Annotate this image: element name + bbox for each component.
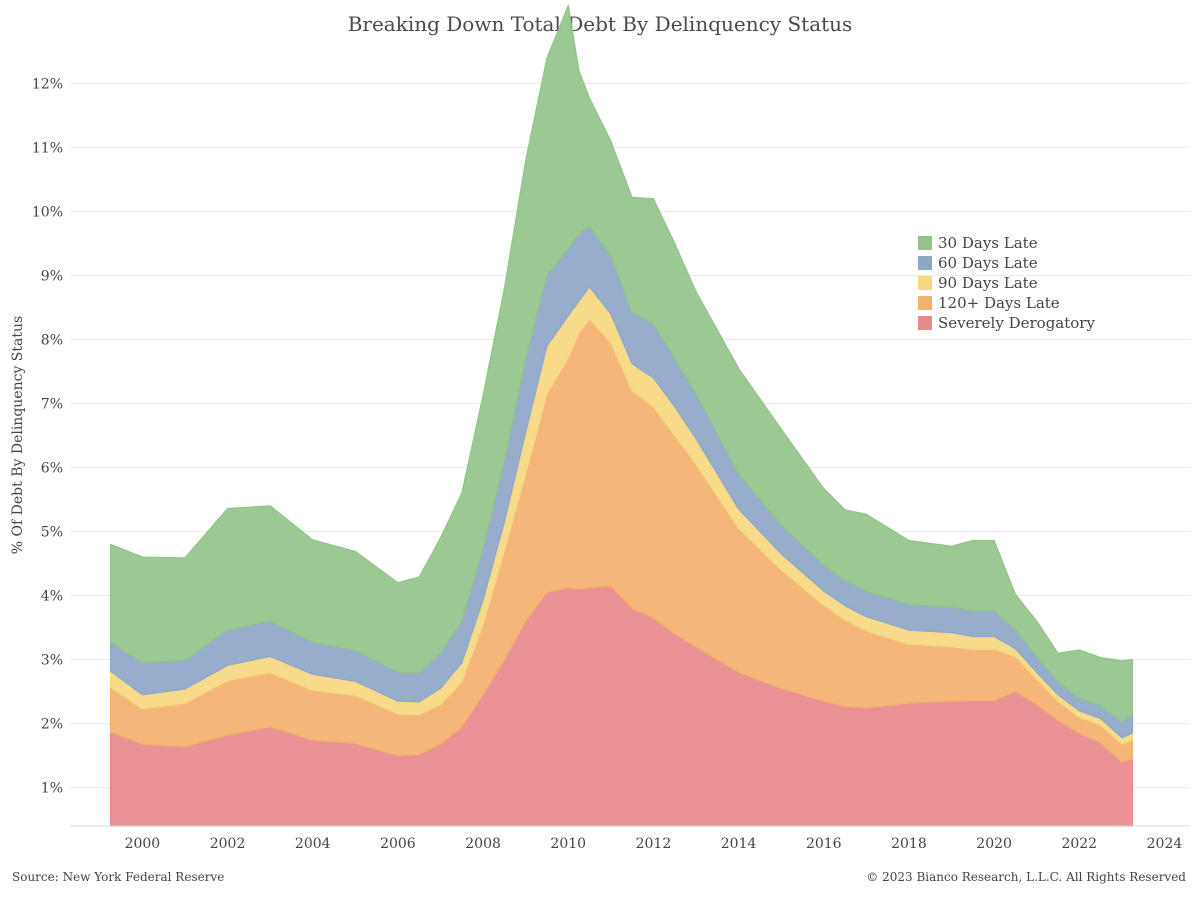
legend: 30 Days Late 60 Days Late 90 Days Late 120+… bbox=[918, 233, 1095, 333]
legend-label: Severely Derogatory bbox=[938, 314, 1095, 332]
y-tick-label: 7% bbox=[41, 396, 63, 412]
legend-item-60-days-late: 60 Days Late bbox=[918, 253, 1095, 273]
legend-swatch bbox=[918, 256, 932, 270]
legend-item-severely-derogatory: Severely Derogatory bbox=[918, 313, 1095, 333]
x-tick-label: 2006 bbox=[380, 836, 416, 852]
x-tick-label: 2010 bbox=[550, 836, 586, 852]
y-tick-label: 6% bbox=[41, 461, 63, 477]
x-tick-label: 2018 bbox=[891, 836, 927, 852]
y-tick-label: 4% bbox=[41, 589, 63, 605]
y-tick-label: 1% bbox=[41, 781, 63, 797]
y-tick-label: 10% bbox=[32, 204, 63, 220]
legend-item-120-days-late: 120+ Days Late bbox=[918, 293, 1095, 313]
legend-swatch bbox=[918, 236, 932, 250]
y-tick-label: 3% bbox=[41, 653, 63, 669]
legend-label: 120+ Days Late bbox=[938, 294, 1060, 312]
x-axis-ticks: 2000 2002 2004 2006 2008 2010 2012 2014 2016 2018… bbox=[125, 836, 1183, 852]
x-tick-label: 2020 bbox=[976, 836, 1012, 852]
legend-label: 90 Days Late bbox=[938, 274, 1038, 292]
y-tick-label: 11% bbox=[32, 140, 63, 156]
x-tick-label: 2002 bbox=[210, 836, 246, 852]
x-tick-label: 2024 bbox=[1147, 836, 1183, 852]
y-tick-label: 12% bbox=[32, 76, 63, 92]
legend-label: 30 Days Late bbox=[938, 234, 1038, 252]
y-axis-ticks: 1% 2% 3% 4% 5% 6% 7% 8% 9% 10% 11% 12% bbox=[32, 76, 63, 796]
legend-item-90-days-late: 90 Days Late bbox=[918, 273, 1095, 293]
legend-swatch bbox=[918, 276, 932, 290]
x-tick-label: 2016 bbox=[806, 836, 842, 852]
chart-title: Breaking Down Total Debt By Delinquency … bbox=[347, 12, 853, 36]
x-tick-label: 2000 bbox=[125, 836, 161, 852]
x-tick-label: 2012 bbox=[636, 836, 672, 852]
legend-item-30-days-late: 30 Days Late bbox=[918, 233, 1095, 253]
y-tick-label: 5% bbox=[41, 525, 63, 541]
area-30-days-late bbox=[109, 4, 1134, 723]
y-tick-label: 8% bbox=[41, 332, 63, 348]
area-series bbox=[109, 4, 1134, 827]
legend-label: 60 Days Late bbox=[938, 254, 1038, 272]
x-tick-label: 2014 bbox=[721, 836, 757, 852]
copyright-note: © 2023 Bianco Research, L.L.C. All Right… bbox=[866, 870, 1186, 884]
legend-swatch bbox=[918, 296, 932, 310]
y-tick-label: 2% bbox=[41, 717, 63, 733]
x-tick-label: 2008 bbox=[465, 836, 501, 852]
x-tick-label: 2022 bbox=[1061, 836, 1097, 852]
source-note: Source: New York Federal Reserve bbox=[12, 870, 225, 884]
legend-swatch bbox=[918, 316, 932, 330]
y-axis-label: % Of Debt By Delinquency Status bbox=[10, 315, 26, 555]
y-tick-label: 9% bbox=[41, 268, 63, 284]
x-tick-label: 2004 bbox=[295, 836, 331, 852]
